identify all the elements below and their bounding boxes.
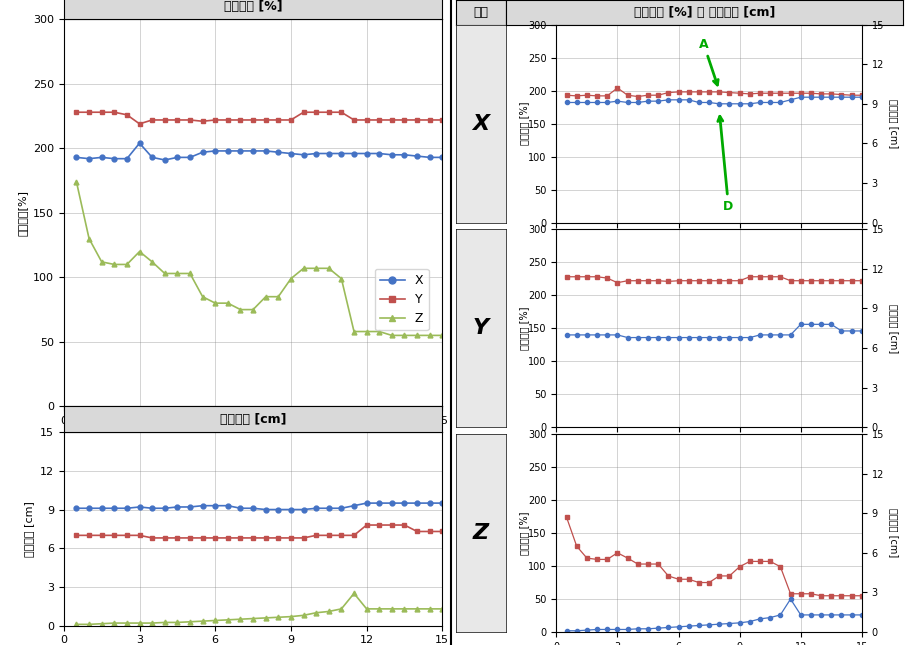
Text: 가속도비 [%]: 가속도비 [%] [223,0,282,13]
Text: 가속도비 [%]: 가속도비 [%] [519,102,528,145]
Text: 방향: 방향 [473,6,488,19]
Text: 가속도비 [%] 및 응답변위 [cm]: 가속도비 [%] 및 응답변위 [cm] [633,6,774,19]
Y-axis label: 응답변위 [cm]: 응답변위 [cm] [25,501,35,557]
Text: 응답변위 [cm]: 응답변위 [cm] [888,99,897,148]
Text: Z: Z [473,523,488,543]
Text: Y: Y [473,318,488,339]
Text: X: X [472,114,489,134]
X-axis label: 스프링 원서짔 [cm]: 스프링 원서짔 [cm] [217,432,289,442]
Text: D: D [717,116,732,212]
Text: A: A [698,37,717,85]
X-axis label: 스프링 원서짔 [cm]: 스프링 원서짔 [cm] [676,238,741,248]
Text: 가속도비 [%]: 가속도비 [%] [519,306,528,350]
Text: 응답변위 [cm]: 응답변위 [cm] [220,413,286,426]
X-axis label: 스프링 원서짔 [cm]: 스프링 원서짔 [cm] [676,442,741,453]
Legend: X, Y, Z: X, Y, Z [374,269,428,330]
Text: 응답변위 [cm]: 응답변위 [cm] [888,304,897,353]
Text: 응답변위 [cm]: 응답변위 [cm] [888,508,897,558]
Text: 가속도비 [%]: 가속도비 [%] [519,511,528,555]
Y-axis label: 가속도비[%]: 가속도비[%] [17,190,27,236]
